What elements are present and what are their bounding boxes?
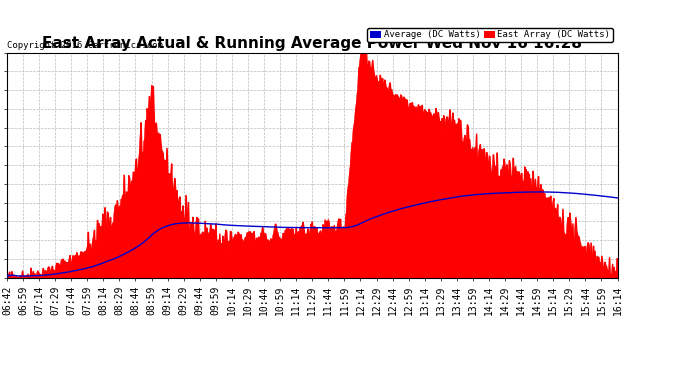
Title: East Array Actual & Running Average Power Wed Nov 16 16:28: East Array Actual & Running Average Powe… (42, 36, 582, 51)
Text: Copyright 2016 Cartronics.com: Copyright 2016 Cartronics.com (7, 41, 163, 50)
Legend: Average (DC Watts), East Array (DC Watts): Average (DC Watts), East Array (DC Watts… (367, 28, 613, 42)
